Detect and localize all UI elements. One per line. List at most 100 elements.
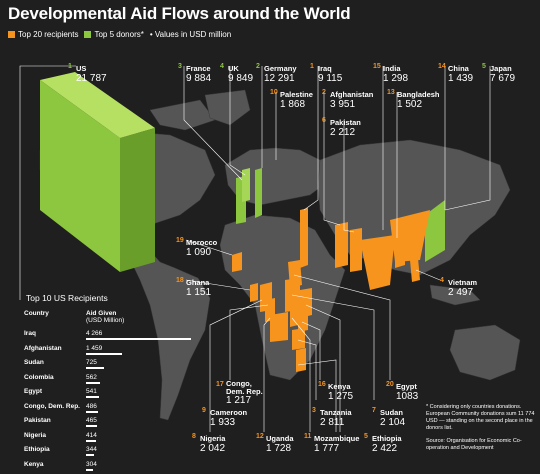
row-country: Afghanistan: [24, 344, 62, 352]
table-row: Kenya 304: [22, 461, 192, 471]
table-row: Pakistan 465: [22, 417, 192, 427]
row-bar: [86, 425, 98, 427]
recipient-label-kenya: 16 Kenya 1 275: [318, 381, 354, 402]
row-country: Nigeria: [24, 431, 47, 439]
recipient-block-mozambique: [296, 348, 306, 372]
row-country: Congo, Dem. Rep.: [24, 402, 80, 410]
recipient-block-iraq: [300, 208, 308, 268]
recipient-block-kenya: [298, 308, 308, 332]
row-value: 414: [86, 431, 97, 439]
recipient-label-palestine: 10 Palestine 1 868: [270, 89, 313, 110]
recipient-label-nigeria: 8 Nigeria 2 042: [192, 433, 226, 454]
landmasses: [39, 89, 521, 421]
legend-donors: Top 5 donors*: [84, 30, 144, 39]
table-row: Colombia 562: [22, 374, 192, 384]
row-country: Egypt: [24, 388, 43, 395]
row-bar: [86, 410, 98, 413]
recipient-label-ghana: 18 Ghana 1 151: [176, 277, 212, 298]
recipient-label-uganda: 12 Uganda 1 728: [256, 433, 294, 454]
leader-lines: [19, 65, 491, 432]
row-bar: [86, 381, 100, 384]
row-value: 344: [86, 446, 97, 453]
row-country: Ethiopia: [24, 446, 50, 453]
col-country: Country: [24, 310, 49, 317]
row-value: 465: [86, 417, 97, 424]
row-country: Sudan: [24, 359, 44, 366]
row-value: 725: [86, 359, 97, 366]
row-bar: [86, 352, 122, 355]
table-row: Sudan 725: [22, 359, 192, 369]
us-recipients-title: Top 10 US Recipients: [26, 293, 108, 303]
recipient-label-sudan: 7 Sudan 2 104: [372, 407, 406, 428]
row-country: Colombia: [24, 373, 54, 381]
row-bar: [86, 454, 95, 456]
row-bar: [86, 338, 191, 340]
page-title: Developmental Aid Flows around the World: [8, 4, 351, 23]
legend-recipients: Top 20 recipients: [8, 30, 78, 39]
row-country: Pakistan: [24, 417, 51, 424]
source-note: Source: Organisation for Economic Co-ope…: [426, 438, 522, 451]
donor-label-germany: 2 Germany 12 291: [256, 63, 297, 84]
recipient-block-ghana: [250, 283, 258, 302]
row-bar: [86, 468, 94, 471]
recipient-label-ethiopia: 5 Ethiopia 2 422: [364, 433, 402, 454]
donor-block-japan: [425, 200, 445, 262]
recipient-label-mozambique: 11 Mozambique 1 777: [304, 433, 360, 454]
table-row: Afghanistan 1 459: [22, 345, 192, 355]
recipient-block-congo: [270, 312, 288, 342]
table-row: Ethiopia 344: [22, 446, 192, 456]
recipient-label-bangladesh: 13 Bangladesh 1 502: [387, 89, 440, 110]
row-value: 486: [86, 402, 97, 410]
legend: Top 20 recipients Top 5 donors* • Values…: [8, 30, 231, 39]
recipient-block-india: [360, 235, 395, 290]
row-value: 4 266: [86, 330, 103, 337]
recipient-block-pakistan: [350, 228, 362, 272]
recipient-label-morocco: 19 Morocco 1 090: [176, 237, 218, 258]
recipient-label-china: 14 China 1 439: [438, 63, 474, 84]
recipient-label-afghanistan: 2 Afghanistan 3 951: [322, 89, 374, 110]
row-bar: [86, 396, 100, 398]
recipient-block-vietnam: [410, 258, 420, 282]
col-aid: Aid Given: [86, 310, 117, 317]
donor-label-us: 1 US 21 787: [68, 63, 107, 84]
table-row: Iraq 4 266: [22, 330, 192, 340]
recipient-label-pakistan: 6 Pakistan 2 212: [322, 117, 361, 138]
row-value: 562: [86, 373, 97, 381]
recipient-label-cameroon: 9 Cameroon 1 933: [202, 407, 248, 428]
donor-label-uk: 4 UK 9 849: [220, 63, 254, 84]
row-bar: [86, 439, 97, 442]
row-country: Kenya: [24, 460, 44, 468]
footnote: * Considering only countries donations. …: [426, 404, 535, 431]
donor-block-us-side: [120, 128, 155, 272]
row-value: 541: [86, 388, 97, 395]
recipient-label-india: 15 India 1 298: [373, 63, 409, 84]
row-bar: [86, 367, 104, 369]
recipient-label-vietnam: 4 Vietnam 2 497: [440, 277, 478, 298]
donor-label-japan: 5 Japan 7 679: [482, 63, 516, 84]
donor-label-france: 3 France 9 884: [178, 63, 212, 84]
table-row: Egypt 541: [22, 388, 192, 398]
donor-block-us-top: [40, 72, 155, 138]
recipient-block-uganda: [290, 308, 298, 327]
footnote-block: * Considering only countries donations. …: [426, 404, 536, 452]
row-value: 304: [86, 460, 97, 468]
legend-values: • Values in USD million: [149, 30, 232, 39]
recipient-label-congo: 17 Congo, Dem. Rep. 1 217: [216, 379, 263, 406]
recipient-label-tanzania: 3 Tanzania 2 811: [312, 407, 352, 428]
donor-block-uk: [242, 168, 250, 202]
recipient-block-morocco: [232, 252, 242, 272]
donor-block-us-front: [40, 80, 120, 272]
recipient-blocks: [232, 208, 430, 372]
recipient-label-egypt: 20 Egypt 1083: [386, 381, 419, 402]
recipient-block-tanzania: [292, 328, 305, 350]
row-country: Iraq: [24, 330, 36, 337]
donor-block-germany: [255, 168, 262, 218]
table-row: Congo, Dem. Rep. 486: [22, 403, 192, 413]
recipient-label-iraq: 1 Iraq 9 115: [310, 63, 343, 84]
col-aid-unit: (USD Million): [86, 317, 125, 324]
donor-blocks: [40, 72, 445, 272]
table-row: Nigeria 414: [22, 432, 192, 442]
recipient-block-afghanistan: [335, 222, 348, 268]
recipient-block-china: [390, 210, 430, 262]
